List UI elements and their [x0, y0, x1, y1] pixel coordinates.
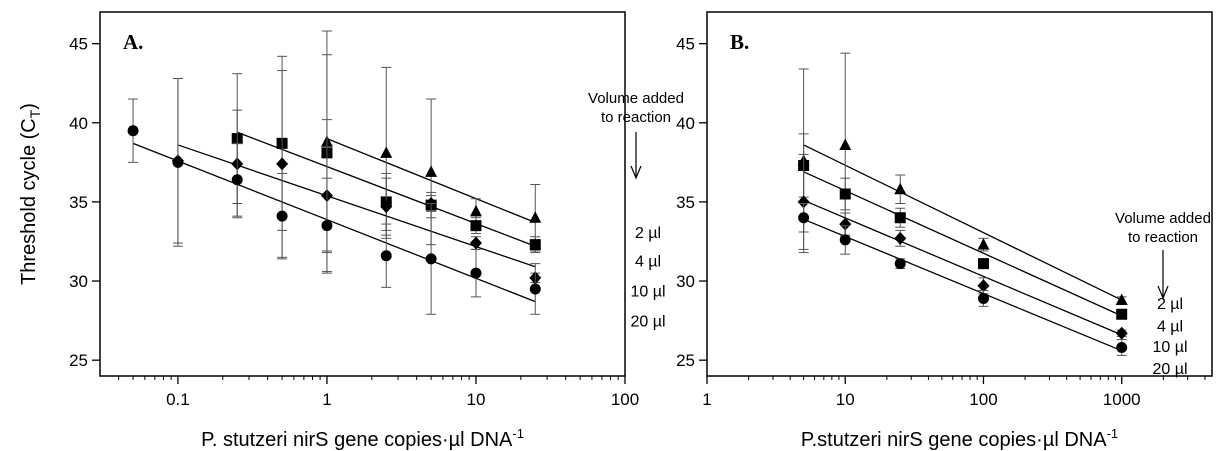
data-point-triangle	[425, 165, 438, 177]
data-point-diamond	[276, 157, 289, 171]
data-point-triangle	[1115, 293, 1128, 306]
y-tick-label: 30	[676, 272, 695, 291]
series-label: 20 µl	[630, 314, 665, 331]
y-tick-label: 25	[69, 351, 88, 370]
x-tick-label: 0.1	[166, 390, 190, 409]
y-axis-title-close: )	[18, 103, 40, 110]
y-axis-title-text: Threshold cycle (C	[18, 118, 40, 285]
annotation-arrow-head	[1157, 285, 1169, 300]
y-tick-label: 35	[676, 193, 695, 212]
data-point-circle	[172, 156, 184, 168]
data-point-square	[977, 258, 989, 270]
x-tick-label: 1	[702, 390, 711, 409]
x-tick-label: 10	[836, 390, 855, 409]
data-point-diamond	[797, 195, 810, 209]
x-axis-title: P.stutzeri nirS gene copies·µl DNA-1	[801, 426, 1118, 451]
y-tick-label: 40	[676, 114, 695, 133]
x-axis-title-text: P.stutzeri nirS gene copies·µl DNA	[801, 429, 1107, 451]
x-tick-label: 10	[467, 390, 486, 409]
y-axis-title-subscript: T	[27, 109, 43, 118]
regression-line	[803, 218, 1122, 352]
regression-line	[803, 144, 1122, 301]
series-label: 2 µl	[1157, 296, 1183, 313]
data-point-triangle	[894, 182, 907, 195]
data-point-circle	[798, 212, 810, 224]
series-triangle: 2 µl	[320, 30, 661, 254]
panel-label: A.	[123, 30, 143, 54]
data-point-circle	[127, 125, 139, 137]
data-point-triangle	[839, 138, 852, 150]
regression-line	[177, 144, 536, 268]
panel-b: 25 30 35 40 45 1 10 100 1000 B. P.stutzeri nirS ge…	[676, 11, 1213, 451]
volume-annotation-line: Volume added	[588, 90, 684, 107]
data-point-square	[839, 188, 851, 200]
data-point-circle	[321, 220, 333, 232]
x-tick-label: 1	[322, 390, 331, 409]
series-label: 10 µl	[630, 284, 665, 301]
data-point-square	[894, 212, 906, 224]
data-point-diamond	[894, 231, 907, 245]
y-tick-label: 35	[69, 193, 88, 212]
data-point-diamond	[1115, 326, 1128, 340]
data-point-diamond	[839, 217, 852, 231]
x-tick-label: 1000	[1103, 390, 1141, 409]
series-label: 4 µl	[1157, 318, 1183, 335]
data-point-circle	[529, 283, 541, 295]
series-label: 20 µl	[1152, 361, 1187, 378]
series-square: 4 µl	[798, 133, 1183, 335]
series-label: 2 µl	[635, 225, 661, 242]
y-tick-label: 45	[676, 35, 695, 54]
data-point-circle	[380, 250, 392, 262]
series-label: 4 µl	[635, 253, 661, 270]
series-label: 10 µl	[1152, 339, 1187, 356]
series-circle: 20 µl	[798, 202, 1188, 378]
data-point-square	[1116, 308, 1128, 320]
data-point-circle	[1116, 342, 1128, 354]
series-triangle: 2 µl	[797, 52, 1183, 313]
plot-frame	[706, 11, 1213, 377]
x-axis-title-superscript: -1	[512, 426, 524, 441]
data-point-triangle	[529, 211, 542, 223]
series-circle: 20 µl	[127, 77, 666, 331]
data-point-diamond	[977, 279, 990, 293]
x-tick-label: 100	[969, 390, 997, 409]
y-tick-label: 25	[676, 351, 695, 370]
x-tick-label: 100	[611, 390, 639, 409]
data-point-diamond	[380, 200, 393, 214]
series-square: 4 µl	[231, 54, 661, 270]
y-tick-label: 40	[69, 114, 88, 133]
regression-line	[803, 199, 1122, 336]
volume-annotation-line: to reaction	[601, 109, 671, 126]
data-point-triangle	[977, 238, 990, 250]
data-point-circle	[231, 174, 243, 186]
annotation-arrow-head	[630, 165, 642, 180]
data-point-triangle	[380, 146, 393, 158]
panel-a: 25 30 35 40 45 0.1 1 10 100 A. P. stutzeri nirS ge…	[18, 11, 684, 451]
data-point-triangle	[469, 204, 482, 217]
data-point-square	[529, 239, 541, 251]
data-point-circle	[977, 292, 989, 304]
y-tick-label: 30	[69, 272, 88, 291]
regression-line	[132, 142, 536, 303]
regression-line	[803, 171, 1122, 317]
y-tick-label: 45	[69, 35, 88, 54]
series-diamond: 10 µl	[797, 153, 1188, 356]
volume-annotation-line: Volume added	[1115, 210, 1211, 227]
data-point-square	[470, 220, 482, 232]
volume-annotation-line: to reaction	[1128, 229, 1198, 246]
x-axis-title-text: P. stutzeri nirS gene copies·µl DNA	[201, 429, 513, 451]
plot-frame	[99, 11, 626, 377]
data-point-circle	[839, 234, 851, 246]
data-point-circle	[894, 258, 906, 270]
data-point-diamond	[469, 236, 482, 250]
panel-label: B.	[730, 30, 749, 54]
x-axis-title-superscript: -1	[1107, 426, 1119, 441]
data-point-circle	[276, 210, 288, 222]
data-point-circle	[470, 267, 482, 279]
y-axis-title: Threshold cycle (CT)	[18, 103, 43, 285]
x-axis-title: P. stutzeri nirS gene copies·µl DNA-1	[201, 426, 524, 451]
data-point-circle	[425, 253, 437, 265]
